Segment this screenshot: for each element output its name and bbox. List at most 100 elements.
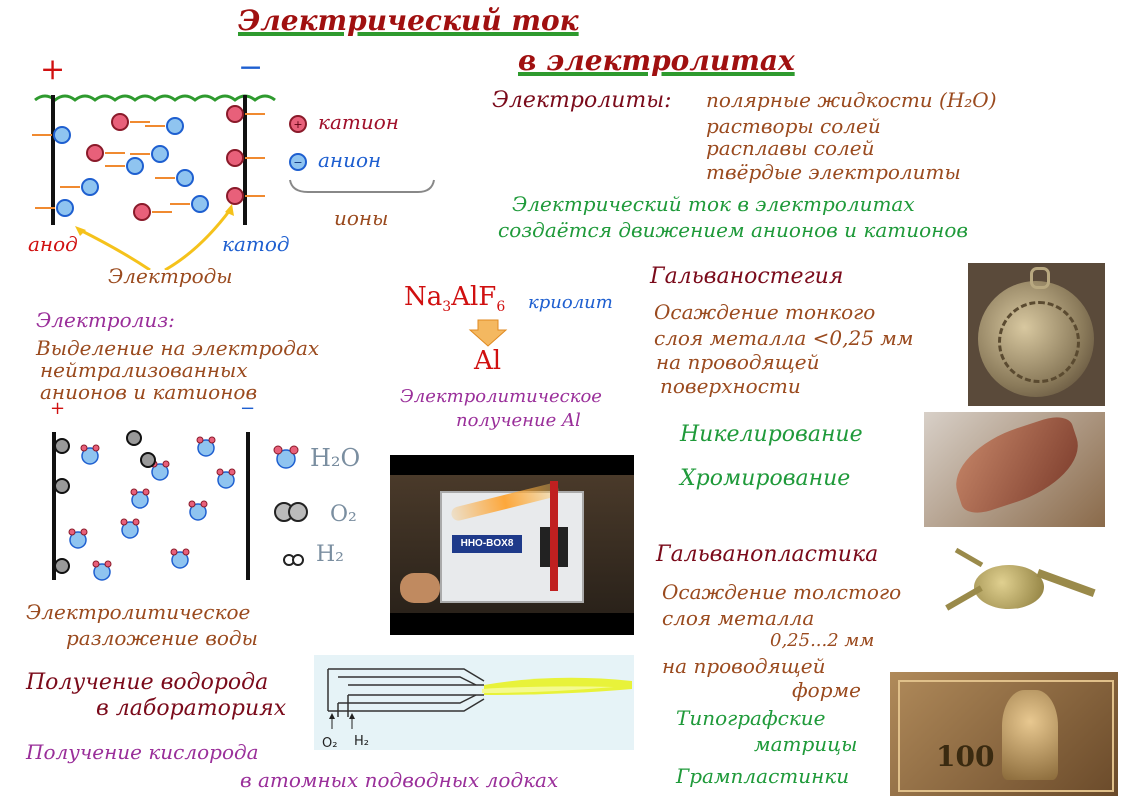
- matrices-label: матрицы: [754, 732, 858, 756]
- formula-na: Na: [404, 282, 443, 312]
- cation-particle: [111, 113, 129, 131]
- current-statement-line1: Электрический ток в электролитах: [512, 192, 915, 216]
- oxygen-atom: [54, 438, 70, 454]
- anion-sign: −: [293, 156, 302, 169]
- water-molecule-icon: [273, 445, 299, 469]
- device-brand-label: HHO-BOX8: [452, 535, 522, 553]
- hydrogen-atom: [162, 460, 170, 468]
- anode-label: анод: [28, 232, 78, 256]
- cation-label: катион: [318, 110, 399, 134]
- plus-sign: +: [40, 52, 66, 87]
- oxygen-atom: [140, 452, 156, 468]
- galvanostegy-line3: на проводящей: [656, 350, 820, 374]
- page-subtitle: в электролитах: [518, 44, 795, 77]
- water-molecule: [217, 471, 235, 489]
- aluminium-product: Al: [474, 346, 502, 376]
- hho-box-photo: HHO-BOX8: [390, 455, 634, 635]
- hydrogen-atom: [92, 560, 100, 568]
- water-minus-sign: −: [240, 398, 256, 419]
- water-decomp-line1: Электролитическое: [26, 600, 251, 624]
- water-molecule: [131, 491, 149, 509]
- ions-label: ионы: [334, 206, 389, 230]
- hydrogen-atom: [170, 548, 178, 556]
- coin-photo: [968, 263, 1105, 406]
- water-molecule: [69, 531, 87, 549]
- anion-legend-icon: −: [289, 153, 307, 171]
- hydrogen-atom: [120, 518, 128, 526]
- water-molecule: [197, 439, 215, 457]
- electrolysis-line1: Выделение на электродах: [36, 336, 320, 360]
- nickel-plating-label: Никелирование: [680, 422, 863, 447]
- typographic-label: Типографские: [676, 706, 826, 730]
- anion-label: анион: [318, 148, 382, 172]
- hydrogen-atom: [80, 528, 88, 536]
- hydrogen-atom: [216, 468, 224, 476]
- formula-alf: AlF: [451, 282, 497, 312]
- galvanoplasty-line2: слоя металла: [662, 606, 815, 630]
- formula-sub-6: 6: [496, 299, 506, 316]
- chrome-plating-label: Хромирование: [680, 466, 851, 491]
- hydrogen-atom: [182, 548, 190, 556]
- cathode-label: катод: [222, 232, 290, 256]
- galvanoplasty-line3: 0,25...2 мм: [770, 630, 875, 651]
- water-plus-sign: +: [50, 398, 66, 419]
- nickel-leaf-photo: [924, 412, 1105, 527]
- anion-particle: [126, 157, 144, 175]
- torch-h2-label: H₂: [354, 734, 369, 749]
- water-molecule: [151, 463, 169, 481]
- water-molecule: [121, 521, 139, 539]
- cation-particle: [226, 187, 244, 205]
- minus-sign: −: [238, 50, 264, 85]
- oxygen-line1: Получение кислорода: [26, 740, 259, 764]
- electrolytes-label: Электролиты:: [492, 88, 672, 113]
- oxygen-atom: [54, 478, 70, 494]
- anion-particle: [151, 145, 169, 163]
- hydrogen-atom: [130, 488, 138, 496]
- cation-particle: [133, 203, 151, 221]
- h2o-label: H₂O: [310, 444, 361, 472]
- electrolysis-line2: нейтрализованных: [40, 358, 248, 382]
- galvanostegy-title: Гальваностегия: [650, 264, 844, 289]
- hydrogen-atom: [228, 468, 236, 476]
- hydrogen-atom: [196, 436, 204, 444]
- water-molecule: [189, 503, 207, 521]
- beetle-photo: [924, 535, 1114, 645]
- o2-label: O₂: [330, 502, 357, 527]
- oxygen-atom: [54, 558, 70, 574]
- electrodes-label: Электроды: [108, 264, 233, 288]
- water-decomp-line2: разложение воды: [66, 626, 258, 650]
- hydrogen-atom: [132, 518, 140, 526]
- water-electrolysis-diagram: [52, 430, 250, 581]
- oxygen-line2: в атомных подводных лодках: [240, 768, 559, 792]
- page-title: Электрический ток: [238, 4, 579, 37]
- hydrogen-line1: Получение водорода: [26, 670, 269, 695]
- anion-particle: [81, 178, 99, 196]
- records-label: Грампластинки: [676, 764, 850, 788]
- torch-o2-label: O₂: [322, 736, 337, 750]
- hydrogen-line2: в лабораториях: [96, 696, 287, 721]
- torch-diagram: O₂ H₂: [314, 655, 634, 750]
- cation-sign: +: [293, 118, 302, 131]
- down-arrow-icon: [468, 319, 508, 347]
- hydrogen-molecule-icon: [283, 554, 304, 566]
- galvanostegy-line2: слоя металла <0,25 мм: [654, 326, 914, 350]
- ions-bracket: [289, 179, 435, 193]
- water-molecule: [93, 563, 111, 581]
- galvanoplasty-line4: на проводящей: [662, 654, 826, 678]
- electrolysis-title: Электролиз:: [36, 308, 175, 332]
- electrolyte-cell-diagram: [32, 94, 276, 270]
- anion-particle: [166, 117, 184, 135]
- cation-particle: [226, 149, 244, 167]
- galvanoplasty-title: Гальванопластика: [656, 542, 879, 567]
- banknote-matrix-photo: 100: [890, 672, 1118, 796]
- hydrogen-atom: [68, 528, 76, 536]
- galvanoplasty-line5: форме: [792, 678, 861, 702]
- hydrogen-atom: [142, 488, 150, 496]
- torch-drawing: O₂ H₂: [322, 668, 632, 750]
- cation-particle: [226, 105, 244, 123]
- oxygen-atom: [126, 430, 142, 446]
- water-molecule: [81, 447, 99, 465]
- electrolyte-item: полярные жидкости (H₂O): [706, 88, 997, 112]
- anion-particle: [56, 199, 74, 217]
- cation-legend-icon: +: [289, 115, 307, 133]
